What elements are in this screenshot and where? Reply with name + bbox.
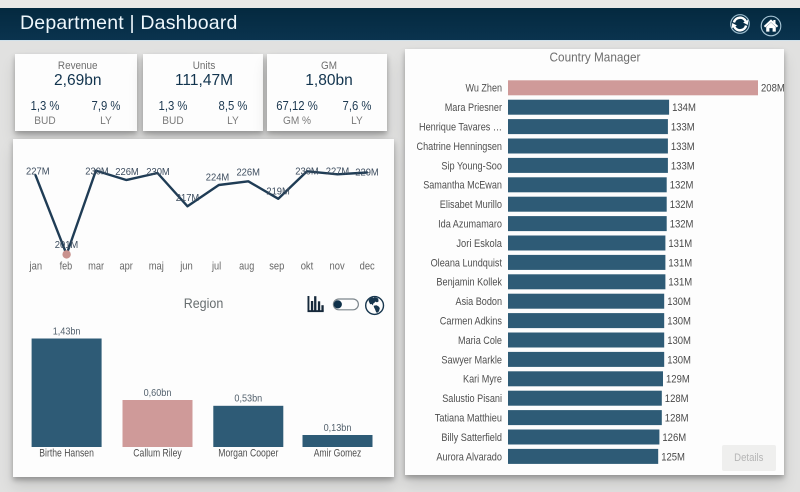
svg-text:133M: 133M [671,160,695,172]
svg-text:133M: 133M [671,122,695,134]
svg-text:Sip Young-Soo: Sip Young-Soo [441,160,502,172]
svg-text:227M: 227M [26,166,50,178]
svg-text:okt: okt [301,261,314,273]
svg-text:208M: 208M [761,83,784,95]
svg-text:Maria Cole: Maria Cole [458,335,502,347]
svg-text:230M: 230M [295,166,319,178]
svg-text:1,43bn: 1,43bn [53,325,81,337]
svg-text:Henrique Tavares …: Henrique Tavares … [419,122,502,134]
svg-text:jan: jan [29,261,42,273]
svg-text:230M: 230M [85,166,109,178]
svg-text:Aurora Alvarado: Aurora Alvarado [436,451,502,463]
svg-text:133M: 133M [671,141,695,153]
svg-text:Country Manager: Country Manager [550,50,641,65]
svg-text:Region: Region [184,295,224,311]
svg-text:jul: jul [211,261,221,273]
svg-text:Jori Eskola: Jori Eskola [456,238,502,250]
svg-text:134M: 134M [672,102,696,114]
svg-text:apr: apr [120,261,134,273]
svg-text:nov: nov [330,261,346,273]
svg-text:Morgan Cooper: Morgan Cooper [218,448,278,460]
svg-text:Kari Myre: Kari Myre [463,374,502,386]
svg-text:131M: 131M [668,238,692,250]
svg-text:217M: 217M [176,192,200,204]
svg-text:Amir Gomez: Amir Gomez [314,448,362,460]
svg-text:sep: sep [269,261,284,273]
svg-text:Callum Riley: Callum Riley [133,448,182,460]
svg-text:Elisabet Murillo: Elisabet Murillo [440,199,502,211]
svg-text:Tatiana Matthieu: Tatiana Matthieu [435,413,502,425]
svg-text:219M: 219M [266,185,290,197]
svg-text:226M: 226M [236,166,260,178]
svg-text:feb: feb [60,261,73,273]
svg-text:125M: 125M [661,451,685,463]
svg-text:130M: 130M [667,354,691,366]
svg-text:Sawyer Markle: Sawyer Markle [441,354,502,366]
svg-text:130M: 130M [667,335,691,347]
svg-text:132M: 132M [670,180,694,192]
svg-text:131M: 131M [668,257,692,269]
svg-text:226M: 226M [115,166,139,178]
svg-text:Benjamin Kollek: Benjamin Kollek [436,277,502,289]
svg-text:dec: dec [360,261,376,273]
svg-text:Asia Bodon: Asia Bodon [456,296,503,308]
svg-text:0,53bn: 0,53bn [234,393,262,405]
svg-text:230M: 230M [146,166,170,178]
svg-text:Mara Priesner: Mara Priesner [445,102,503,114]
svg-text:Oleana Lundquist: Oleana Lundquist [431,257,502,269]
svg-text:128M: 128M [665,413,689,425]
svg-text:227M: 227M [326,166,350,178]
svg-text:Samantha McEwan: Samantha McEwan [423,180,502,192]
svg-text:Carmen Adkins: Carmen Adkins [440,316,503,328]
svg-text:126M: 126M [662,432,686,444]
svg-text:130M: 130M [667,316,691,328]
svg-text:Chatrine Henningsen: Chatrine Henningsen [417,141,503,153]
svg-text:129M: 129M [666,374,690,386]
svg-text:229M: 229M [355,167,379,179]
svg-text:Salustio Pisani: Salustio Pisani [442,393,502,405]
svg-text:0,13bn: 0,13bn [324,422,352,434]
svg-text:132M: 132M [670,199,694,211]
svg-text:Wu Zhen: Wu Zhen [466,83,503,95]
svg-text:131M: 131M [668,277,692,289]
svg-text:Birthe Hansen: Birthe Hansen [39,448,94,460]
svg-text:132M: 132M [670,219,694,231]
svg-text:130M: 130M [667,296,691,308]
svg-text:128M: 128M [665,393,689,405]
svg-text:aug: aug [239,261,254,273]
svg-text:Ida Azumamaro: Ida Azumamaro [438,219,502,231]
svg-text:maj: maj [149,261,164,273]
svg-text:224M: 224M [206,171,230,183]
svg-text:jun: jun [179,261,192,273]
svg-text:Billy Satterfield: Billy Satterfield [441,432,502,444]
svg-text:0,60bn: 0,60bn [144,387,172,399]
svg-text:mar: mar [88,261,104,273]
svg-text:201M: 201M [55,239,79,251]
